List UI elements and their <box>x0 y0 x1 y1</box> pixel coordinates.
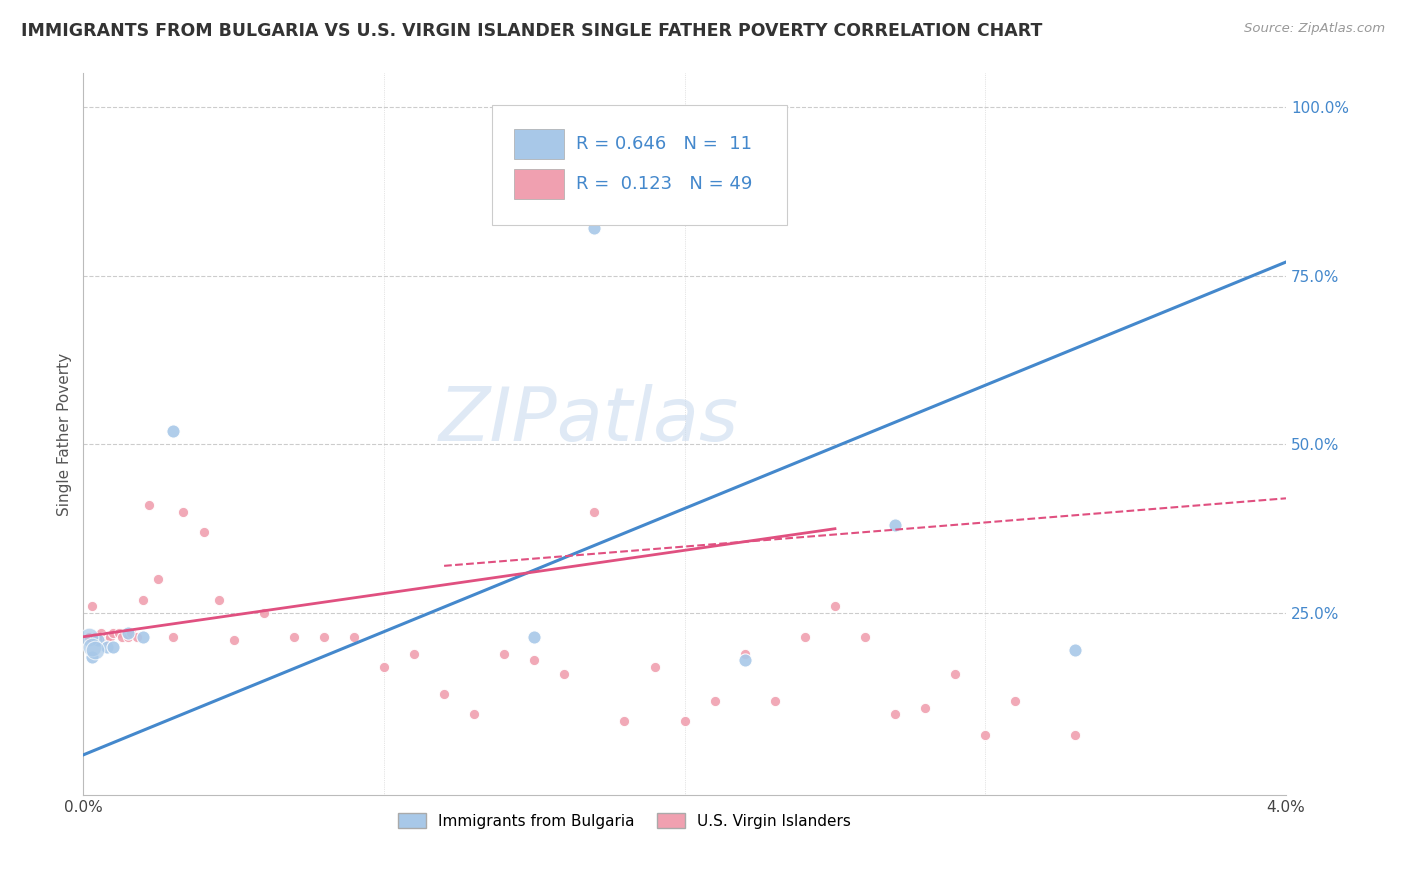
Point <box>82 599 104 614</box>
Point <box>98 630 121 644</box>
Point <box>162 424 184 438</box>
Point <box>644 660 666 674</box>
Point <box>172 505 194 519</box>
Point <box>312 630 335 644</box>
Point <box>343 630 366 644</box>
Text: Source: ZipAtlas.com: Source: ZipAtlas.com <box>1244 22 1385 36</box>
Point <box>120 626 142 640</box>
Point <box>494 647 516 661</box>
Point <box>734 653 756 667</box>
Text: IMMIGRANTS FROM BULGARIA VS U.S. VIRGIN ISLANDER SINGLE FATHER POVERTY CORRELATI: IMMIGRANTS FROM BULGARIA VS U.S. VIRGIN … <box>21 22 1042 40</box>
Point <box>84 630 107 644</box>
Point <box>127 630 149 644</box>
Point <box>132 630 155 644</box>
Point <box>553 666 575 681</box>
Point <box>253 606 276 620</box>
Point <box>613 714 636 728</box>
Text: R =  0.123   N = 49: R = 0.123 N = 49 <box>576 175 752 194</box>
Point <box>117 626 139 640</box>
Point <box>402 647 425 661</box>
Point <box>884 518 907 533</box>
Point <box>207 592 229 607</box>
Point <box>1064 728 1087 742</box>
Point <box>82 640 104 654</box>
Point <box>162 630 184 644</box>
Point <box>222 633 245 648</box>
Y-axis label: Single Father Poverty: Single Father Poverty <box>58 352 72 516</box>
Point <box>763 694 786 708</box>
Point <box>117 630 139 644</box>
Point <box>103 626 125 640</box>
FancyBboxPatch shape <box>513 128 564 159</box>
Point <box>1064 643 1087 657</box>
Point <box>93 630 115 644</box>
Point <box>103 640 125 654</box>
Point <box>884 707 907 722</box>
Point <box>82 650 104 665</box>
Point <box>673 714 696 728</box>
Point <box>87 633 110 648</box>
Point <box>87 633 110 648</box>
Point <box>79 630 101 644</box>
Text: ZIPatlas: ZIPatlas <box>439 384 738 456</box>
Point <box>583 505 606 519</box>
Legend: Immigrants from Bulgaria, U.S. Virgin Islanders: Immigrants from Bulgaria, U.S. Virgin Is… <box>392 807 858 835</box>
Point <box>974 728 997 742</box>
Point <box>703 694 725 708</box>
Point <box>523 630 546 644</box>
FancyBboxPatch shape <box>513 169 564 200</box>
Point <box>96 640 118 654</box>
FancyBboxPatch shape <box>492 105 787 225</box>
Point <box>132 592 155 607</box>
Point <box>523 653 546 667</box>
Point <box>90 626 112 640</box>
Point <box>108 626 131 640</box>
Point <box>433 687 456 701</box>
Point <box>148 572 170 586</box>
Point <box>824 599 846 614</box>
Point <box>373 660 395 674</box>
Point <box>943 666 966 681</box>
Point <box>463 707 485 722</box>
Point <box>193 525 215 540</box>
Point <box>914 700 936 714</box>
Point <box>283 630 305 644</box>
Text: R = 0.646   N =  11: R = 0.646 N = 11 <box>576 135 752 153</box>
Point <box>138 498 160 512</box>
Point <box>583 221 606 235</box>
Point <box>1004 694 1026 708</box>
Point <box>96 633 118 648</box>
Point <box>793 630 815 644</box>
Point <box>853 630 876 644</box>
Point <box>111 630 134 644</box>
Point <box>79 630 101 644</box>
Point <box>734 647 756 661</box>
Point <box>84 643 107 657</box>
